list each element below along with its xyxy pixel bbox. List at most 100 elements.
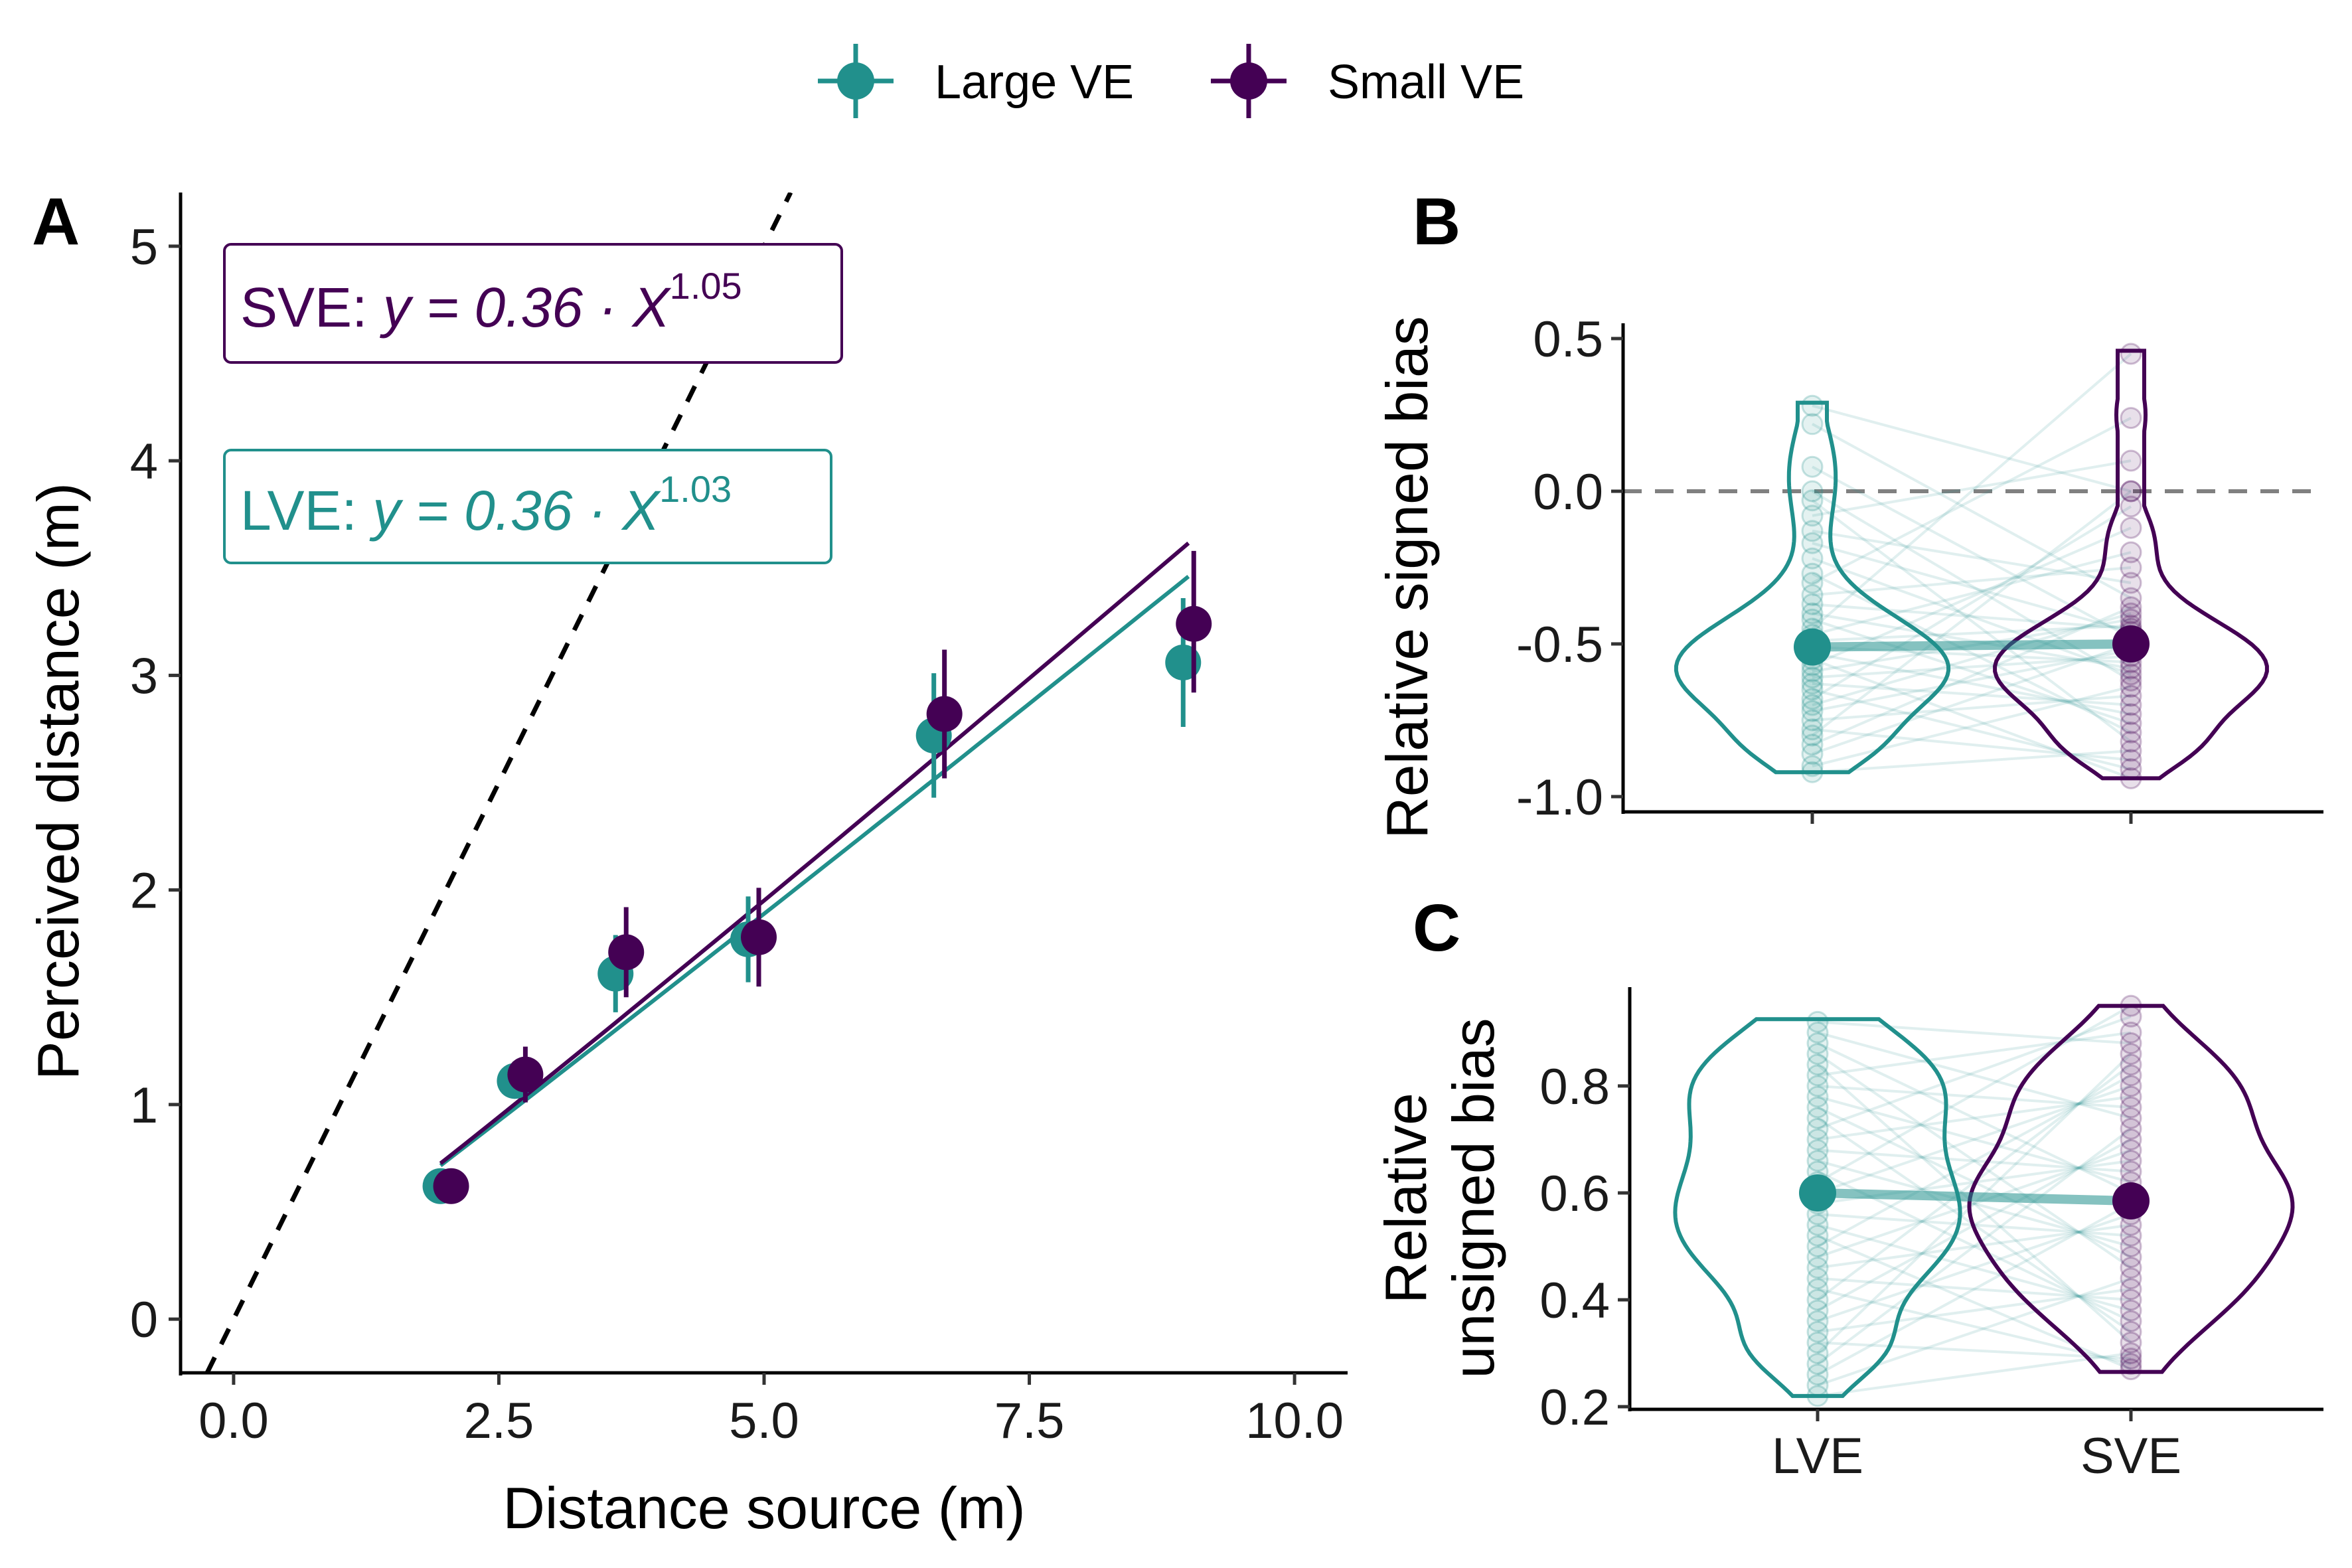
- panel-c-violin-lve: [1673, 1017, 1962, 1398]
- panel-c-participant-line-3: [1816, 1052, 2132, 1269]
- legend-item-small-ve: Small VE: [1211, 44, 1524, 118]
- panel-c-mean-point-lve: [1799, 1174, 1836, 1212]
- panel-b-participant-point-sve-4: [2120, 730, 2142, 753]
- panel-b-participant-line-3: [1812, 605, 2132, 746]
- panel-b-participant-point-sve-33: [2120, 449, 2142, 472]
- panel-c-participant-point-lve-13: [1806, 1150, 1829, 1172]
- panel-b-participant-point-lve-6: [1801, 709, 1824, 732]
- panel-a-x-tick-label-1: 2.5: [464, 1393, 534, 1449]
- panel-c-ylabel-line1: Relative: [1373, 1093, 1439, 1304]
- panel-c-ylabel-2: unsigned bias: [1441, 1018, 1506, 1378]
- panel-c-participant-line-32: [1816, 1127, 2132, 1366]
- panel-a-fit-line-large: [439, 575, 1190, 1168]
- panel-c-participant-line-6: [1817, 1084, 2132, 1109]
- panel-b-participant-point-lve-28: [1801, 532, 1824, 554]
- panel-c-participant-point-lve-35: [1806, 1385, 1829, 1407]
- panel-c-participant-point-sve-23: [2120, 1246, 2142, 1269]
- panel-c-participant-point-lve-27: [1806, 1299, 1829, 1322]
- panel-b-participant-line-10: [1812, 688, 2132, 771]
- legend-large-marker: [837, 62, 874, 100]
- panel-b-participant-point-sve-10: [2120, 675, 2142, 698]
- panel-c-participant-point-lve-9: [1806, 1107, 1829, 1129]
- panel-a-point-small-4: [926, 696, 963, 732]
- panel-a-annotation-lve-text: LVE: y = 0.36 · X1.03: [240, 468, 732, 542]
- panel-b-participant-point-sve-28: [2120, 541, 2142, 564]
- panel-b-participant-point-lve-26: [1801, 562, 1824, 585]
- panel-b-participant-point-sve-27: [2120, 556, 2142, 579]
- panel-c-participant-line-1: [1817, 1031, 2132, 1120]
- panel-a-point-small-3: [741, 919, 777, 955]
- panel-c-mean-point-sve: [2112, 1182, 2150, 1220]
- panel-b-participant-line-25: [1812, 416, 2132, 584]
- panel-c-participant-line-10: [1817, 1015, 2132, 1131]
- panel-c: 0.8 0.6 0.4 0.2 LVE SVE Relative unsigned bia…: [1373, 987, 2323, 1484]
- panel-b-violin-sve: [1993, 349, 2269, 781]
- panel-b-participant-point-lve-2: [1801, 743, 1824, 765]
- panel-b-participant-line-23: [1812, 603, 2132, 630]
- panel-a-reference-line: [204, 193, 793, 1373]
- panel-b-participant-point-sve-35: [2120, 343, 2142, 365]
- panel-a-reference-dashed-line: [204, 193, 793, 1373]
- panel-c-participant-point-sve-12: [2120, 1128, 2142, 1150]
- panel-a-annotation-sve-formula: y = 0.36 · X: [380, 276, 672, 339]
- panel-b-participant-point-lve-5: [1801, 718, 1824, 741]
- panel-b-ylabel: Relative signed bias: [1374, 316, 1440, 839]
- panel-b-participant-point-sve-32: [2120, 480, 2142, 503]
- panel-c-participant-line-22: [1817, 1148, 2132, 1259]
- panel-b-y-tick-label-2: -0.5: [1516, 617, 1603, 673]
- panel-c-participant-point-lve-7: [1806, 1085, 1829, 1108]
- panel-a-point-small-0: [433, 1168, 469, 1204]
- panel-c-participant-point-lve-31: [1806, 1342, 1829, 1364]
- panel-b-participant-line-11: [1812, 682, 2132, 706]
- panel-c-participant-point-sve-30: [2120, 1320, 2142, 1343]
- panel-c-participant-line-35: [1817, 1352, 2132, 1397]
- panel-b-participant-point-lve-27: [1801, 547, 1824, 570]
- legend-small-label: Small VE: [1328, 56, 1524, 109]
- panel-b-participant-point-lve-24: [1801, 584, 1824, 606]
- panel-b-participant-point-lve-9: [1801, 688, 1824, 710]
- panel-c-participant-point-lve-21: [1806, 1235, 1829, 1257]
- panel-c-participant-point-lve-5: [1806, 1064, 1829, 1087]
- panel-b-participant-point-sve-31: [2120, 480, 2142, 503]
- panel-b-participant-point-sve-3: [2120, 740, 2142, 762]
- panel-b-participant-point-lve-1: [1801, 755, 1824, 777]
- panel-b-participant-line-16: [1812, 651, 2132, 716]
- legend-item-large-ve: Large VE: [818, 44, 1134, 118]
- panel-c-x-tick-label-1: SVE: [2080, 1428, 2181, 1484]
- panel-c-participant-point-sve-21: [2120, 1224, 2142, 1247]
- panel-a: 0.0 2.5 5.0 7.5 10.0 0 1 2 3 4 5 SVE: y = 0.36 · X…: [25, 193, 1348, 1541]
- panel-a-annotation-lve-box: [223, 449, 832, 564]
- panel-b-participant-point-lve-22: [1801, 602, 1824, 625]
- panel-a-y-tick-label-4: 4: [130, 433, 158, 490]
- panel-c-participant-point-sve-1: [2120, 1005, 2142, 1028]
- panel-b-participant-point-lve-25: [1801, 572, 1824, 594]
- panel-a-fit-line-small: [439, 541, 1190, 1165]
- panel-c-participant-point-lve-10: [1806, 1117, 1829, 1140]
- panel-c-participant-point-sve-25: [2120, 1267, 2142, 1290]
- panel-b-participant-point-lve-33: [1801, 455, 1824, 478]
- panel-c-mean-line: [1817, 1188, 2132, 1206]
- panel-b-participant-point-lve-31: [1801, 489, 1824, 512]
- panel-c-participant-line-12: [1817, 1148, 2132, 1173]
- panel-c-participant-point-sve-28: [2120, 1299, 2142, 1322]
- panel-a-x-tick-label-3: 7.5: [994, 1393, 1065, 1449]
- panel-b-participant-line-30: [1812, 459, 2132, 517]
- panel-a-x-tick-label-0: 0.0: [198, 1393, 269, 1449]
- panel-c-participant-point-lve-25: [1806, 1278, 1829, 1300]
- panel-c-participant-point-sve-33: [2120, 1348, 2142, 1370]
- panel-a-annotation-lve-label: LVE:: [240, 479, 372, 542]
- panel-c-participant-point-sve-27: [2120, 1289, 2142, 1311]
- panel-c-participant-point-lve-20: [1806, 1224, 1829, 1247]
- panel-a-x-tick-label-4: 10.0: [1245, 1393, 1344, 1449]
- panel-b-participant-point-lve-30: [1801, 505, 1824, 527]
- panel-c-violin-sve: [1967, 1004, 2295, 1374]
- panel-b-participant-point-sve-23: [2120, 602, 2142, 625]
- panel-a-x-tick-label-2: 5.0: [729, 1393, 799, 1449]
- panel-c-participant-line-23: [1817, 1223, 2132, 1269]
- panel-b-participant-line-8: [1812, 612, 2132, 706]
- panel-c-participant-point-sve-32: [2120, 1342, 2142, 1364]
- panel-a-y-tick-label-0: 0: [130, 1292, 158, 1348]
- panel-c-participant-line-31: [1816, 1053, 2132, 1354]
- panel-c-participant-line-11: [1817, 1095, 2132, 1141]
- panel-a-annotation-lve-exponent: 1.03: [659, 468, 732, 510]
